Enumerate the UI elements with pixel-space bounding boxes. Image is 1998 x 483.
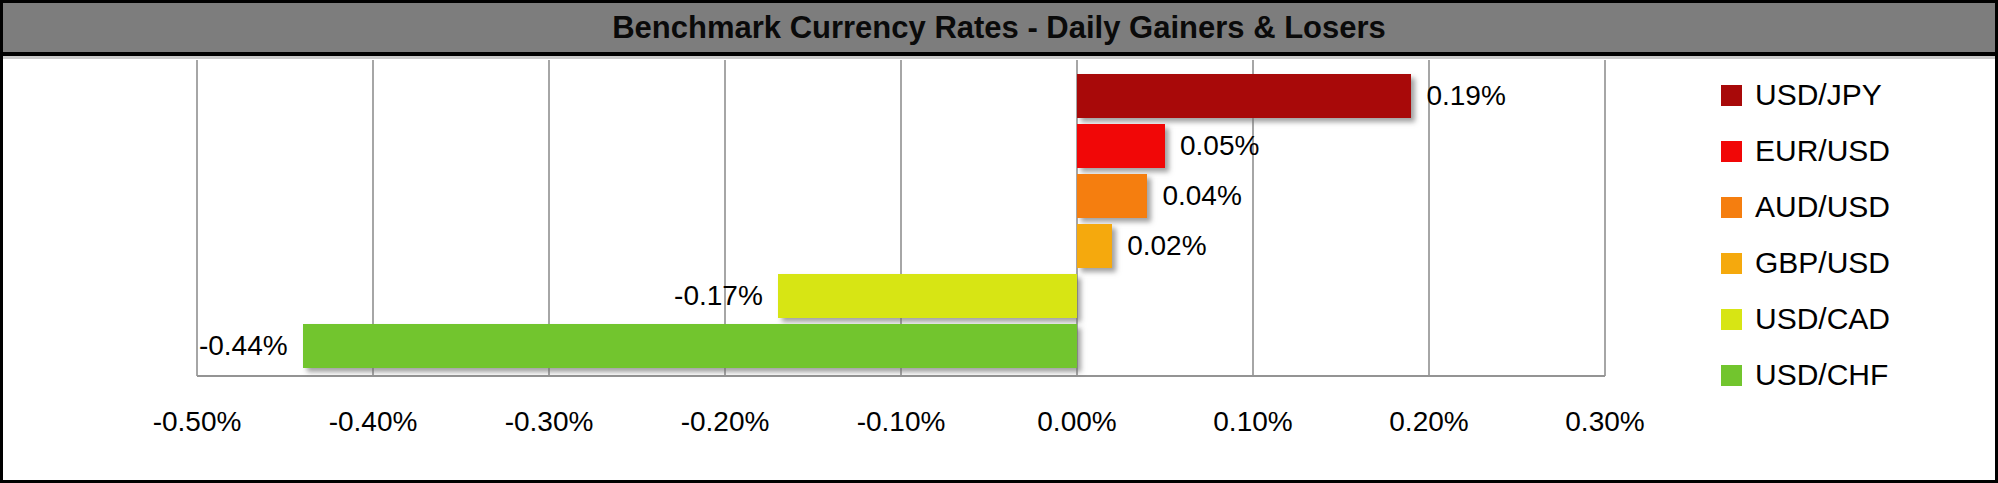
chart-plot-canvas: 0.19%0.05%0.04%0.02%-0.17%-0.44% -0.50%-… [3, 59, 1995, 480]
bar-value-label: -0.17% [674, 280, 763, 312]
legend-swatch-icon [1721, 309, 1742, 330]
chart-window: Benchmark Currency Rates - Daily Gainers… [0, 0, 1998, 483]
bar-value-label: 0.02% [1127, 230, 1206, 262]
legend-label: EUR/USD [1755, 134, 1890, 168]
gridline [1604, 60, 1606, 376]
chart-title: Benchmark Currency Rates - Daily Gainers… [612, 10, 1386, 46]
legend-swatch-icon [1721, 365, 1742, 386]
legend-swatch-icon [1721, 197, 1742, 218]
legend-item: USD/CHF [1721, 347, 1890, 403]
x-axis-tick-label: -0.50% [112, 406, 282, 438]
x-axis-tick-label: 0.10% [1168, 406, 1338, 438]
legend-swatch-icon [1721, 141, 1742, 162]
x-axis-tick-label: -0.40% [288, 406, 458, 438]
legend-label: USD/JPY [1755, 78, 1882, 112]
x-axis-tick-label: -0.10% [816, 406, 986, 438]
legend-swatch-icon [1721, 85, 1742, 106]
legend-label: USD/CAD [1755, 302, 1890, 336]
legend-label: AUD/USD [1755, 190, 1890, 224]
legend-item: GBP/USD [1721, 235, 1890, 291]
legend-item: AUD/USD [1721, 179, 1890, 235]
bar-eur-usd [1077, 124, 1165, 168]
x-axis-tick-label: 0.20% [1344, 406, 1514, 438]
legend-item: USD/CAD [1721, 291, 1890, 347]
legend-swatch-icon [1721, 253, 1742, 274]
bar-aud-usd [1077, 174, 1147, 218]
x-axis-line [197, 375, 1605, 377]
legend-item: EUR/USD [1721, 123, 1890, 179]
bar-usd-cad [778, 274, 1077, 318]
bar-gbp-usd [1077, 224, 1112, 268]
bar-value-label: 0.04% [1162, 180, 1241, 212]
gridline [196, 60, 198, 376]
legend: USD/JPY EUR/USD AUD/USD GBP/USD USD/CAD USD/C… [1721, 67, 1890, 403]
x-axis-tick-label: -0.30% [464, 406, 634, 438]
legend-item: USD/JPY [1721, 67, 1890, 123]
x-axis-tick-label: -0.20% [640, 406, 810, 438]
chart-title-bar: Benchmark Currency Rates - Daily Gainers… [3, 3, 1995, 56]
x-axis-tick-label: 0.30% [1520, 406, 1690, 438]
x-axis-tick-label: 0.00% [992, 406, 1162, 438]
legend-label: USD/CHF [1755, 358, 1888, 392]
legend-label: GBP/USD [1755, 246, 1890, 280]
bar-value-label: 0.19% [1426, 80, 1505, 112]
bar-value-label: -0.44% [199, 330, 288, 362]
bar-value-label: 0.05% [1180, 130, 1259, 162]
bar-usd-chf [303, 324, 1077, 368]
bar-usd-jpy [1077, 74, 1411, 118]
